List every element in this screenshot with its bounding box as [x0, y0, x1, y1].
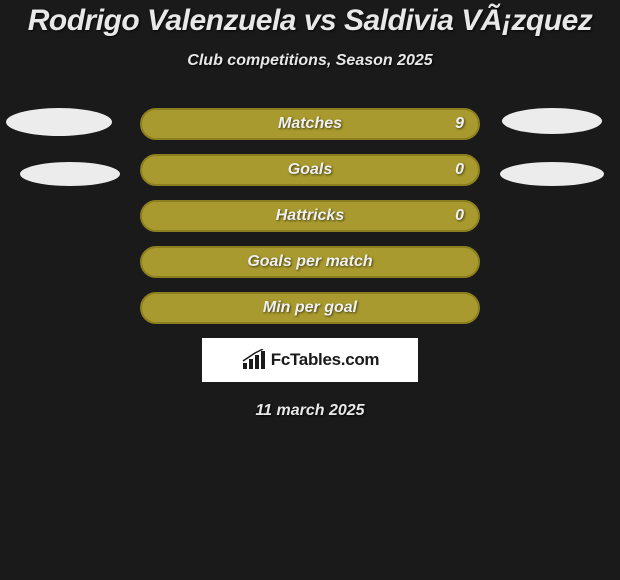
logo-text: FcTables.com: [271, 350, 380, 370]
stat-bar-label: Matches: [278, 115, 342, 133]
avatar-right-player-1: [502, 108, 602, 134]
stat-bar: Goals per match: [140, 246, 480, 278]
stat-bar-value-right: 9: [455, 115, 464, 133]
avatar-left-player-2: [20, 162, 120, 186]
avatar-right-player-2: [500, 162, 604, 186]
avatar-left-player-1: [6, 108, 112, 136]
stat-bar: Matches 9: [140, 108, 480, 140]
stat-bar: Min per goal: [140, 292, 480, 324]
stat-bar-label: Min per goal: [263, 299, 357, 317]
stat-bar-value-right: 0: [455, 207, 464, 225]
stat-bar: Hattricks 0: [140, 200, 480, 232]
stat-bar-label: Hattricks: [276, 207, 344, 225]
stat-bar-value-right: 0: [455, 161, 464, 179]
stat-bar-label: Goals per match: [247, 253, 372, 271]
stat-bar: Goals 0: [140, 154, 480, 186]
date-text: 11 march 2025: [0, 402, 620, 420]
page-title: Rodrigo Valenzuela vs Saldivia VÃ¡zquez: [0, 4, 620, 38]
subtitle: Club competitions, Season 2025: [0, 52, 620, 70]
stat-bars: Matches 9 Goals 0 Hattricks 0 Goals per match M…: [140, 108, 480, 324]
logo-box[interactable]: FcTables.com: [202, 338, 418, 382]
chart-icon: [241, 349, 267, 371]
stat-bar-label: Goals: [288, 161, 332, 179]
